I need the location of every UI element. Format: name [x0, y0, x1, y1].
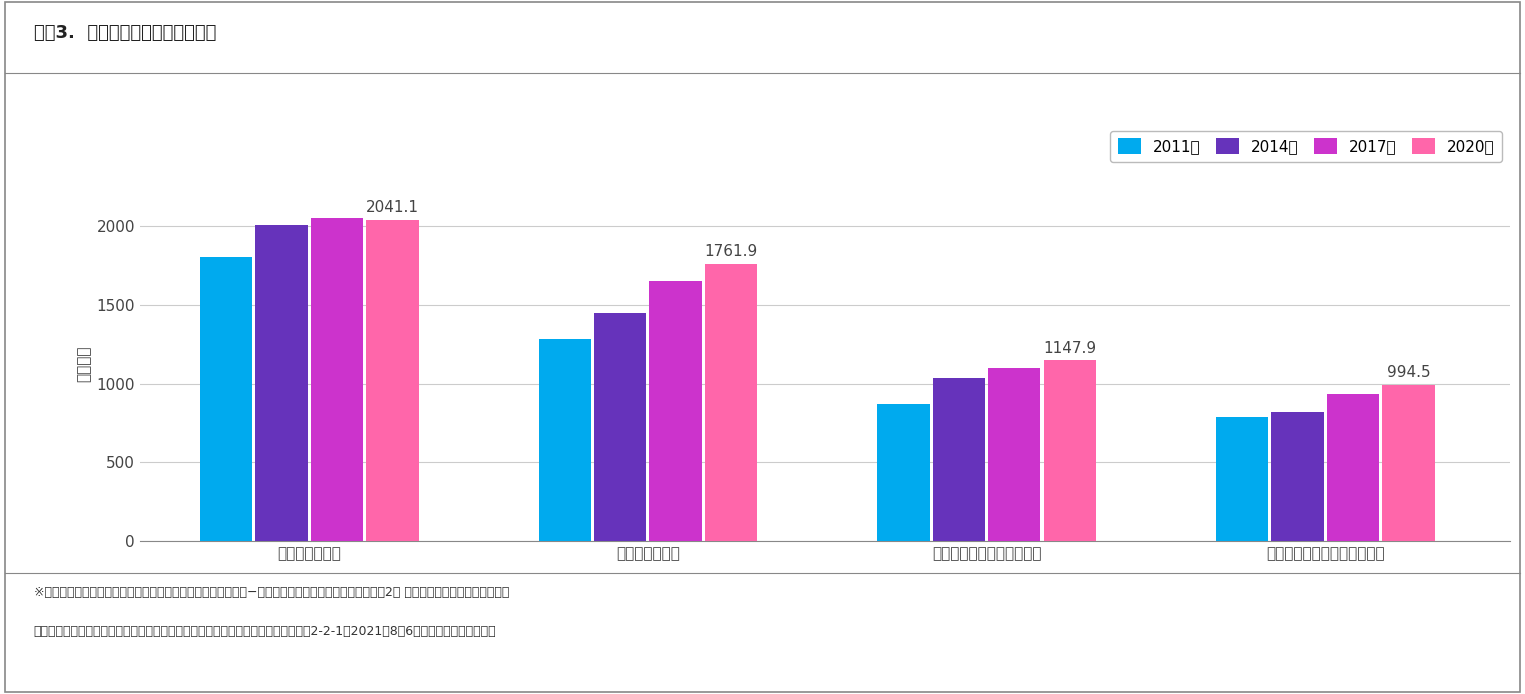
Text: 994.5: 994.5	[1386, 365, 1430, 380]
Text: 1147.9: 1147.9	[1043, 341, 1096, 355]
Bar	[255, 225, 308, 541]
Bar	[366, 220, 418, 541]
Legend: 2011年, 2014年, 2017年, 2020年: 2011年, 2014年, 2017年, 2020年	[1110, 130, 1502, 162]
Bar	[595, 313, 647, 541]
Bar	[650, 281, 702, 541]
Bar	[988, 368, 1040, 541]
Bar	[1043, 360, 1096, 541]
Bar	[1382, 384, 1435, 541]
Bar	[1327, 394, 1379, 541]
Bar	[933, 378, 985, 541]
Text: ※「患者調査」（厚生労働省）と「総患者数の推移（現行推計−新推計（案）），傷病大分類別」（第2回 患者調査における「平均診療間: ※「患者調査」（厚生労働省）と「総患者数の推移（現行推計−新推計（案）），傷病大…	[34, 586, 509, 600]
Text: 1761.9: 1761.9	[705, 244, 758, 259]
Text: 2041.1: 2041.1	[366, 200, 419, 215]
Bar	[1215, 417, 1269, 541]
Bar	[538, 339, 592, 541]
Bar	[311, 219, 363, 541]
Bar	[705, 264, 758, 541]
Bar	[200, 257, 252, 541]
Text: 図表3.  主な疾患の総患者数の推移: 図表3. 主な疾患の総患者数の推移	[34, 24, 217, 42]
Y-axis label: （万人）: （万人）	[76, 346, 92, 382]
Bar	[1272, 412, 1324, 541]
Text: 隔」及び「総患者数」の算出方法等の見直しに関するワーキンググループ，資料2-2-1，2021年8月6日）をもとに、筆者作成: 隔」及び「総患者数」の算出方法等の見直しに関するワーキンググループ，資料2-2-…	[34, 625, 496, 638]
Bar	[877, 405, 930, 541]
